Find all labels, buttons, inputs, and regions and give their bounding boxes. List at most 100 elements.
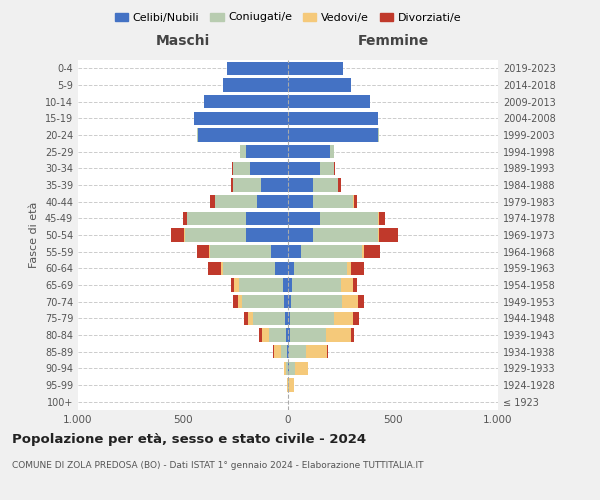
- Bar: [275, 262, 288, 275]
- Bar: [288, 128, 379, 141]
- Bar: [379, 212, 385, 225]
- Bar: [257, 195, 288, 208]
- Bar: [198, 128, 288, 141]
- Bar: [283, 278, 288, 291]
- Bar: [269, 328, 286, 342]
- Bar: [347, 262, 351, 275]
- Bar: [211, 195, 215, 208]
- Bar: [288, 195, 313, 208]
- Bar: [289, 362, 295, 375]
- Bar: [313, 195, 353, 208]
- Bar: [288, 312, 290, 325]
- Bar: [215, 195, 257, 208]
- Bar: [334, 162, 335, 175]
- Bar: [262, 328, 269, 342]
- Bar: [330, 145, 334, 158]
- Bar: [233, 295, 238, 308]
- Bar: [295, 362, 308, 375]
- Bar: [320, 162, 334, 175]
- Bar: [379, 228, 398, 241]
- Bar: [291, 295, 341, 308]
- Bar: [338, 178, 341, 192]
- Legend: Celibi/Nubili, Coniugati/e, Vedovi/e, Divorziati/e: Celibi/Nubili, Coniugati/e, Vedovi/e, Di…: [110, 8, 466, 27]
- Bar: [246, 145, 288, 158]
- Bar: [210, 245, 271, 258]
- Bar: [320, 212, 379, 225]
- Bar: [288, 228, 313, 241]
- Text: Maschi: Maschi: [156, 34, 210, 48]
- Bar: [250, 162, 288, 175]
- Bar: [286, 362, 288, 375]
- Bar: [326, 328, 351, 342]
- Bar: [208, 262, 221, 275]
- Bar: [223, 78, 288, 92]
- Bar: [185, 228, 246, 241]
- Bar: [292, 278, 341, 291]
- Bar: [288, 162, 320, 175]
- Bar: [290, 312, 334, 325]
- Bar: [232, 178, 233, 192]
- Bar: [193, 112, 288, 125]
- Bar: [184, 228, 185, 241]
- Bar: [221, 262, 223, 275]
- Bar: [288, 345, 289, 358]
- Bar: [288, 328, 290, 342]
- Bar: [235, 278, 239, 291]
- Bar: [351, 328, 354, 342]
- Bar: [288, 95, 370, 108]
- Bar: [288, 295, 291, 308]
- Bar: [253, 312, 285, 325]
- Bar: [313, 178, 338, 192]
- Bar: [286, 328, 288, 342]
- Bar: [246, 228, 288, 241]
- Bar: [233, 162, 250, 175]
- Bar: [232, 278, 235, 291]
- Bar: [197, 128, 198, 141]
- Bar: [306, 345, 327, 358]
- Text: Femmine: Femmine: [358, 34, 428, 48]
- Bar: [290, 328, 326, 342]
- Bar: [288, 245, 301, 258]
- Bar: [240, 145, 246, 158]
- Bar: [274, 345, 281, 358]
- Bar: [187, 212, 246, 225]
- Bar: [351, 262, 364, 275]
- Bar: [358, 295, 364, 308]
- Bar: [288, 112, 379, 125]
- Bar: [289, 378, 293, 392]
- Bar: [246, 212, 288, 225]
- Bar: [244, 312, 248, 325]
- Bar: [353, 312, 359, 325]
- Bar: [288, 78, 351, 92]
- Bar: [289, 345, 306, 358]
- Bar: [284, 362, 286, 375]
- Bar: [238, 295, 242, 308]
- Y-axis label: Fasce di età: Fasce di età: [29, 202, 39, 268]
- Bar: [288, 278, 292, 291]
- Bar: [271, 245, 288, 258]
- Bar: [259, 328, 262, 342]
- Bar: [197, 245, 209, 258]
- Bar: [341, 295, 358, 308]
- Bar: [248, 312, 253, 325]
- Bar: [288, 212, 320, 225]
- Bar: [288, 262, 295, 275]
- Bar: [227, 62, 288, 75]
- Bar: [288, 145, 330, 158]
- Bar: [281, 345, 287, 358]
- Bar: [353, 195, 354, 208]
- Bar: [172, 228, 184, 241]
- Bar: [327, 345, 328, 358]
- Bar: [287, 345, 288, 358]
- Bar: [260, 178, 288, 192]
- Bar: [341, 278, 353, 291]
- Bar: [288, 362, 289, 375]
- Bar: [285, 312, 288, 325]
- Bar: [239, 278, 283, 291]
- Bar: [361, 245, 364, 258]
- Bar: [301, 245, 361, 258]
- Bar: [233, 178, 260, 192]
- Bar: [209, 245, 211, 258]
- Bar: [295, 262, 347, 275]
- Bar: [288, 178, 313, 192]
